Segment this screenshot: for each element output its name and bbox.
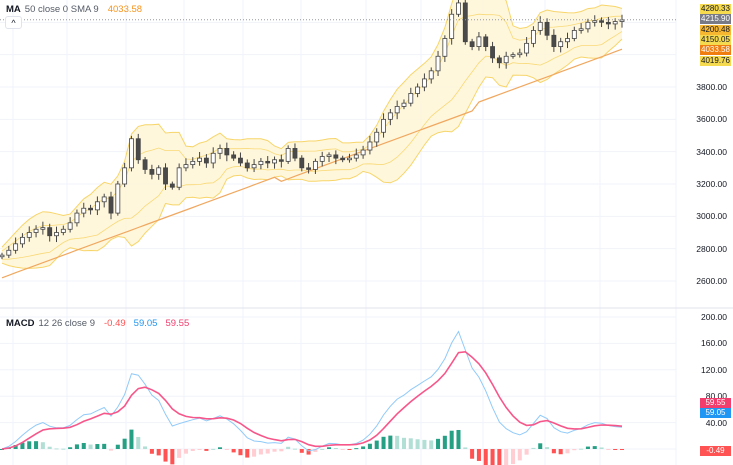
ma-legend-value: 4033.58 [107, 4, 143, 15]
price-axis-label: 3000.00 [696, 211, 727, 222]
macd-signal-value: 59.55 [165, 318, 190, 329]
price-tag: 4215.90 [700, 14, 731, 25]
macd-axis-label: 160.00 [701, 338, 727, 349]
macd-hist-value: -0.49 [104, 318, 126, 329]
price-axis-label: 3200.00 [696, 179, 727, 189]
macd-axis-label: 40.00 [705, 417, 727, 428]
macd-line-value: 59.05 [133, 318, 158, 329]
macd-legend[interactable]: MACD 12 26 close 9 -0.49 59.05 59.55 [6, 318, 189, 329]
macd-axis-label: 120.00 [701, 364, 727, 375]
ma-legend-params: 50 close 0 SMA 9 [24, 4, 99, 15]
price-tag: 4280.33 [700, 4, 731, 14]
price-axis-label: 3800.00 [696, 82, 727, 92]
ma-legend[interactable]: MA 50 close 0 SMA 9 4033.58 [6, 4, 142, 15]
macd-legend-name: MACD [6, 318, 35, 329]
ma-legend-name: MA [6, 4, 21, 15]
price-axis-label: 2800.00 [696, 243, 727, 254]
chevron-up-icon: ^ [11, 18, 16, 28]
macd-axis-label: 80.00 [705, 391, 727, 402]
macd-value-tag: -0.49 [700, 446, 731, 456]
macd-value-tag: 59.55 [700, 398, 731, 408]
price-tag: 4019.76 [700, 55, 731, 66]
price-tag: 4200.48 [700, 24, 731, 35]
macd-value-tag: 59.05 [700, 408, 731, 418]
price-axis-label: 3400.00 [696, 146, 727, 157]
price-axis-label: 3600.00 [696, 114, 727, 125]
price-tag: 4150.05 [700, 34, 731, 45]
macd-axis-label: 200.00 [701, 312, 727, 322]
macd-legend-params: 12 26 close 9 [38, 318, 96, 329]
price-tag: 4033.58 [700, 45, 731, 56]
price-axis-label: 2600.00 [696, 276, 727, 286]
collapse-legend-button[interactable]: ^ [5, 16, 22, 29]
